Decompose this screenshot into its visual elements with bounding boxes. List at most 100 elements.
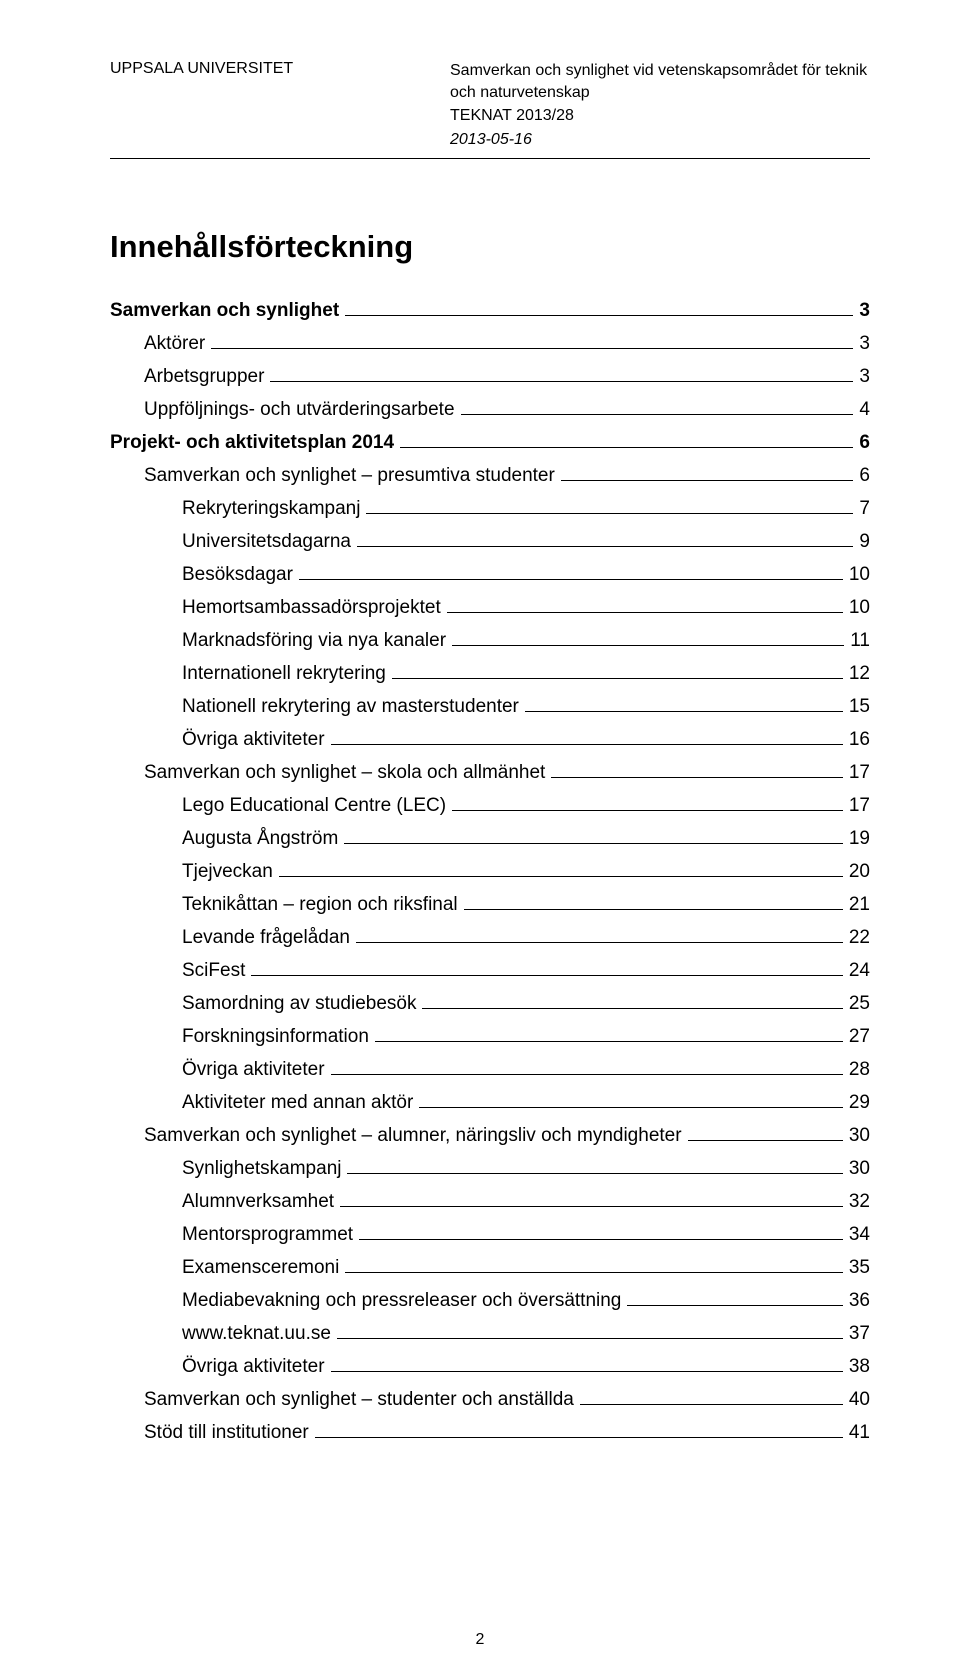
toc-entry-page: 20 (845, 862, 870, 881)
toc-leader-line (331, 1371, 843, 1372)
toc-entry-page: 10 (845, 565, 870, 584)
toc-entry-label: SciFest (110, 961, 249, 980)
header-divider (110, 158, 870, 159)
toc-entry-label: Rekryteringskampanj (110, 499, 364, 518)
toc-entry-page: 10 (845, 598, 870, 617)
toc-entry-label: Aktörer (110, 334, 209, 353)
toc-entry-page: 12 (845, 664, 870, 683)
toc-leader-line (279, 876, 843, 877)
toc-entry-label: Samordning av studiebesök (110, 994, 420, 1013)
header-meta: Samverkan och synlighet vid vetenskapsom… (450, 60, 870, 150)
toc-leader-line (580, 1404, 843, 1405)
toc-leader-line (340, 1206, 843, 1207)
toc-entry: Lego Educational Centre (LEC)17 (110, 796, 870, 815)
toc-entry-label: Arbetsgrupper (110, 367, 268, 386)
toc-entry-label: Samverkan och synlighet (110, 301, 343, 320)
toc-entry-label: Stöd till institutioner (110, 1423, 313, 1442)
toc-entry: Universitetsdagarna 9 (110, 532, 870, 551)
toc-leader-line (392, 678, 843, 679)
toc-entry: Aktiviteter med annan aktör29 (110, 1093, 870, 1112)
toc-entry: Hemortsambassadörsprojektet 10 (110, 598, 870, 617)
toc-entry-page: 35 (845, 1258, 870, 1277)
toc-entry: Teknikåttan – region och riksfinal21 (110, 895, 870, 914)
toc-entry: Samverkan och synlighet – presumtiva stu… (110, 466, 870, 485)
toc-leader-line (344, 843, 843, 844)
toc-entry-page: 19 (845, 829, 870, 848)
toc-entry-page: 41 (845, 1423, 870, 1442)
toc-entry-page: 6 (855, 433, 870, 452)
toc-entry-page: 21 (845, 895, 870, 914)
toc-leader-line (400, 447, 853, 448)
toc-entry-page: 4 (855, 400, 870, 419)
toc-entry: Samverkan och synlighet – alumner, närin… (110, 1126, 870, 1145)
toc-entry: Tjejveckan20 (110, 862, 870, 881)
toc-entry: SciFest24 (110, 961, 870, 980)
toc-entry: Forskningsinformation 27 (110, 1027, 870, 1046)
institution-name: UPPSALA UNIVERSITET (110, 60, 293, 78)
toc-entry: Samverkan och synlighet 3 (110, 301, 870, 320)
toc-leader-line (464, 909, 843, 910)
toc-leader-line (419, 1107, 843, 1108)
toc-entry-label: Forskningsinformation (110, 1027, 373, 1046)
toc-entry-label: Övriga aktiviteter (110, 1357, 329, 1376)
toc-entry: Alumnverksamhet32 (110, 1192, 870, 1211)
toc-entry-label: Besöksdagar (110, 565, 297, 584)
toc-entry-label: Internationell rekrytering (110, 664, 390, 683)
toc-entry-label: Övriga aktiviteter (110, 1060, 329, 1079)
toc-entry: Samordning av studiebesök25 (110, 994, 870, 1013)
toc-entry-page: 6 (855, 466, 870, 485)
toc-entry-page: 27 (845, 1027, 870, 1046)
toc-entry-label: Uppföljnings- och utvärderingsarbete (110, 400, 459, 419)
toc-entry-label: Samverkan och synlighet – presumtiva stu… (110, 466, 559, 485)
toc-entry: Mediabevakning och pressreleaser och öve… (110, 1291, 870, 1310)
toc-entry-label: Alumnverksamhet (110, 1192, 338, 1211)
toc-leader-line (452, 645, 844, 646)
document-reference: TEKNAT 2013/28 (450, 105, 870, 127)
toc-entry-page: 9 (855, 532, 870, 551)
toc-entry: Rekryteringskampanj 7 (110, 499, 870, 518)
toc-leader-line (356, 942, 843, 943)
toc-entry: Uppföljnings- och utvärderingsarbete 4 (110, 400, 870, 419)
toc-entry-page: 38 (845, 1357, 870, 1376)
toc-leader-line (251, 975, 843, 976)
toc-leader-line (345, 1272, 843, 1273)
toc-entry: Projekt- och aktivitetsplan 20146 (110, 433, 870, 452)
toc-leader-line (299, 579, 843, 580)
toc-entry-page: 36 (845, 1291, 870, 1310)
toc-entry: Aktörer 3 (110, 334, 870, 353)
toc-entry-page: 15 (845, 697, 870, 716)
toc-leader-line (461, 414, 854, 415)
toc-entry-label: Marknadsföring via nya kanaler (110, 631, 450, 650)
toc-leader-line (359, 1239, 843, 1240)
toc-entry-page: 40 (845, 1390, 870, 1409)
toc-entry: Examensceremoni35 (110, 1258, 870, 1277)
toc-leader-line (331, 1074, 843, 1075)
toc-entry-page: 7 (855, 499, 870, 518)
toc-leader-line (345, 315, 853, 316)
toc-entry-label: Universitetsdagarna (110, 532, 355, 551)
document-date: 2013-05-16 (450, 129, 870, 151)
toc-entry: Samverkan och synlighet – studenter och … (110, 1390, 870, 1409)
toc-entry-page: 3 (855, 334, 870, 353)
toc-entry: Augusta Ångström19 (110, 829, 870, 848)
toc-leader-line (357, 546, 853, 547)
toc-entry-label: Lego Educational Centre (LEC) (110, 796, 450, 815)
toc-entry: Övriga aktiviteter 38 (110, 1357, 870, 1376)
toc-entry: Övriga aktiviteter16 (110, 730, 870, 749)
toc-entry: Synlighetskampanj 30 (110, 1159, 870, 1178)
toc-entry: Nationell rekrytering av masterstudenter… (110, 697, 870, 716)
page-title: Innehållsförteckning (110, 229, 870, 265)
toc-entry-page: 30 (845, 1159, 870, 1178)
toc-entry-label: Hemortsambassadörsprojektet (110, 598, 445, 617)
toc-leader-line (422, 1008, 842, 1009)
toc-leader-line (347, 1173, 842, 1174)
toc-leader-line (270, 381, 853, 382)
toc-leader-line (561, 480, 854, 481)
toc-entry-page: 37 (845, 1324, 870, 1343)
toc-entry-label: Synlighetskampanj (110, 1159, 345, 1178)
toc-entry-page: 3 (855, 367, 870, 386)
toc-entry-label: Övriga aktiviteter (110, 730, 329, 749)
toc-leader-line (447, 612, 843, 613)
toc-entry-label: Mentorsprogrammet (110, 1225, 357, 1244)
toc-entry-page: 3 (855, 301, 870, 320)
